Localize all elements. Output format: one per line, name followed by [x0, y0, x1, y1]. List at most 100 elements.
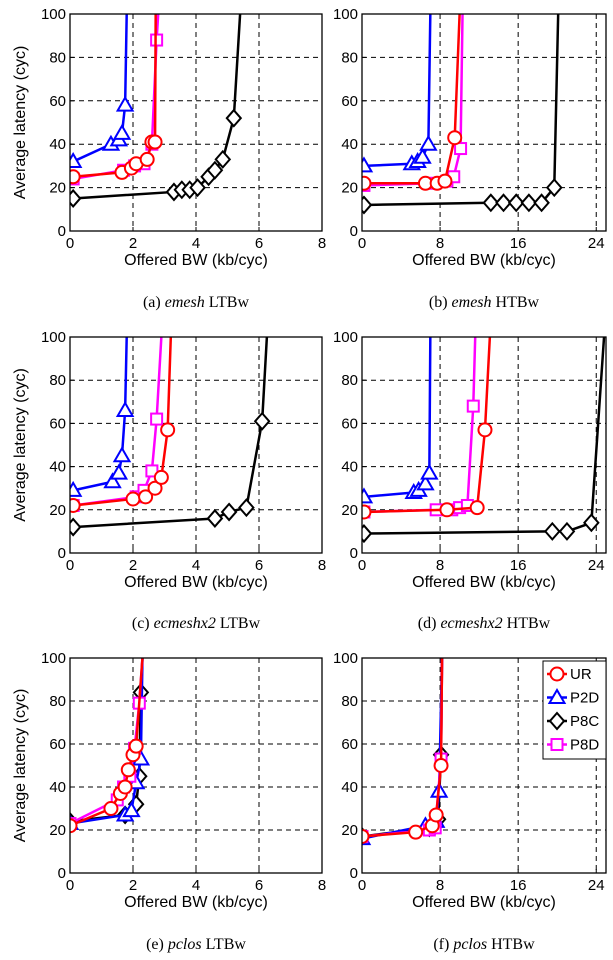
plot-frame — [69, 336, 323, 554]
plot-frame — [361, 336, 607, 554]
panel-caption: (d) ecmeshx2 HTBw — [418, 615, 551, 632]
panel-caption: (f) pclos HTBw — [433, 936, 535, 953]
y-tick-label: 100 — [333, 6, 358, 23]
x-axis-title: Offered BW (kb/cyc) — [412, 574, 556, 591]
series-group — [70, 658, 151, 834]
y-tick-label: 80 — [341, 49, 358, 66]
y-axis-title: Average latency (cyc) — [12, 368, 29, 522]
data-point-p2d — [109, 463, 129, 480]
x-tick-label: 0 — [66, 235, 74, 252]
y-tick-label: 0 — [58, 865, 66, 882]
x-tick-label: 6 — [255, 235, 263, 252]
y-tick-label: 80 — [49, 49, 66, 66]
data-point-p8c — [70, 188, 82, 208]
data-point-ur — [153, 469, 169, 485]
data-point-ur — [362, 175, 372, 191]
x-tick-label: 16 — [510, 877, 527, 894]
panel-caption: (c) ecmeshx2 LTBw — [132, 615, 261, 632]
y-tick-label: 60 — [49, 736, 66, 753]
data-point-p2d — [70, 152, 83, 169]
x-tick-label: 0 — [66, 877, 74, 894]
data-point-p8c — [220, 502, 238, 522]
y-tick-label: 40 — [341, 136, 358, 153]
data-point-p8c — [520, 193, 538, 213]
x-tick-label: 2 — [129, 557, 137, 574]
x-tick-label: 8 — [318, 235, 326, 252]
y-tick-label: 80 — [341, 372, 358, 389]
y-tick-label: 20 — [341, 502, 358, 519]
y-tick-label: 20 — [341, 822, 358, 839]
y-tick-label: 0 — [58, 223, 66, 240]
x-tick-label: 8 — [436, 235, 444, 252]
y-tick-label: 0 — [350, 545, 358, 562]
plot-frame — [69, 657, 323, 874]
data-point-p2d — [70, 480, 83, 497]
y-tick-label: 40 — [49, 459, 66, 476]
x-tick-label: 2 — [129, 877, 137, 894]
y-tick-label: 40 — [49, 779, 66, 796]
data-point-ur — [428, 807, 444, 823]
x-tick-label: 8 — [436, 877, 444, 894]
data-point-p8c — [70, 517, 82, 537]
y-tick-label: 80 — [341, 693, 358, 710]
data-point-p8c — [558, 521, 576, 541]
data-point-p8d — [454, 142, 468, 156]
data-point-p2d — [362, 156, 374, 173]
x-tick-label: 6 — [255, 877, 263, 894]
y-tick-label: 20 — [49, 502, 66, 519]
data-point-p8c — [214, 149, 232, 169]
x-tick-label: 0 — [358, 235, 366, 252]
x-tick-label: 4 — [192, 235, 200, 252]
data-point-ur — [138, 489, 154, 505]
series-line-p2d — [72, 337, 128, 492]
y-tick-label: 0 — [350, 865, 358, 882]
data-point-p8c — [189, 178, 206, 198]
series-group — [362, 658, 450, 846]
y-tick-label: 40 — [341, 779, 358, 796]
data-point-ur — [433, 758, 449, 773]
data-point-p8c — [225, 108, 243, 128]
data-point-ur — [408, 824, 424, 840]
plot-frame — [361, 13, 607, 232]
x-tick-label: 2 — [129, 235, 137, 252]
y-tick-label: 60 — [49, 93, 66, 110]
series-line-p2d — [363, 337, 432, 499]
x-tick-label: 24 — [588, 877, 605, 894]
y-tick-label: 80 — [49, 693, 66, 710]
series-line-p2d — [363, 14, 432, 168]
data-point-p8c — [533, 193, 550, 213]
legend-marker-p8d — [550, 738, 564, 751]
plot-frame — [69, 13, 323, 232]
x-axis-title: Offered BW (kb/cyc) — [412, 894, 556, 911]
legend-marker-p8c — [548, 711, 566, 731]
y-tick-label: 0 — [58, 545, 66, 562]
panel-f: 0 8 16 24 0 20 40 60 80 100 Offered BW (kb/cyc) (f)… — [333, 650, 607, 953]
x-tick-label: 8 — [436, 557, 444, 574]
panel-d: 0 8 16 24 0 20 40 60 80 100 Offered BW (kb/cyc) (d)… — [333, 329, 607, 632]
x-tick-label: 24 — [588, 235, 605, 252]
x-axis-title: Offered BW (kb/cyc) — [412, 252, 556, 269]
y-tick-label: 60 — [49, 415, 66, 432]
panel-b: 0 8 16 24 0 20 40 60 80 100 Offered BW (kb/cyc) (b)… — [333, 6, 607, 311]
data-point-p2d — [416, 474, 435, 491]
series-group — [70, 337, 271, 537]
series-group — [362, 337, 606, 544]
y-tick-label: 100 — [41, 329, 66, 346]
x-tick-label: 24 — [588, 557, 605, 574]
data-point-ur — [139, 151, 155, 167]
data-point-ur — [469, 500, 485, 516]
y-tick-label: 40 — [341, 459, 358, 476]
x-tick-label: 6 — [255, 557, 263, 574]
series-line-p8d — [362, 658, 444, 838]
y-tick-label: 100 — [333, 650, 358, 667]
data-point-p2d — [419, 134, 438, 151]
legend-marker-p2d — [547, 687, 567, 704]
data-point-p2d — [115, 400, 135, 417]
data-point-ur — [160, 422, 176, 438]
data-point-p2d — [413, 147, 432, 164]
x-tick-label: 4 — [192, 557, 200, 574]
y-tick-label: 60 — [341, 415, 358, 432]
